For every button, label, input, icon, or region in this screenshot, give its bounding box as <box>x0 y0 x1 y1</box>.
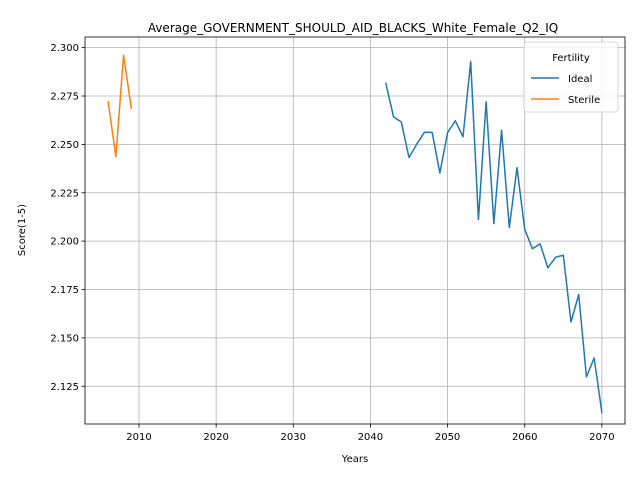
series-line-sterile <box>107 54 133 158</box>
x-tick-label: 2010 <box>126 432 151 443</box>
x-tick-label: 2020 <box>203 432 228 443</box>
x-tick-label: 2060 <box>512 432 537 443</box>
y-tick-label: 2.250 <box>50 140 79 151</box>
x-axis-ticks: 2010 2020 2030 2040 2050 2060 2070 <box>126 424 615 443</box>
x-tick-label: 2050 <box>435 432 460 443</box>
legend-label-sterile: Sterile <box>568 95 600 106</box>
x-tick-label: 2040 <box>358 432 383 443</box>
y-tick-label: 2.175 <box>50 285 79 296</box>
legend: Fertility Ideal Sterile <box>523 41 619 113</box>
x-axis-title: Years <box>341 454 368 465</box>
legend-box <box>523 41 619 113</box>
y-tick-label: 2.300 <box>50 43 79 54</box>
y-axis-title: Score(1-5) <box>17 204 28 256</box>
y-tick-label: 2.275 <box>50 92 79 103</box>
legend-title: Fertility <box>552 53 590 64</box>
plot-lines <box>107 54 603 414</box>
y-tick-label: 2.150 <box>50 333 79 344</box>
chart-title: Average_GOVERNMENT_SHOULD_AID_BLACKS_Whi… <box>148 21 558 35</box>
y-axis-ticks: 2.125 2.150 2.175 2.200 2.225 2.250 2.275 2.300 <box>50 43 85 393</box>
x-tick-label: 2070 <box>589 432 614 443</box>
series-line-ideal <box>384 60 603 414</box>
y-tick-label: 2.200 <box>50 237 79 248</box>
legend-label-ideal: Ideal <box>568 74 592 85</box>
y-tick-label: 2.225 <box>50 188 79 199</box>
x-tick-label: 2030 <box>281 432 306 443</box>
plot-area-frame <box>84 36 626 425</box>
gridlines <box>85 37 625 424</box>
y-tick-label: 2.125 <box>50 382 79 393</box>
